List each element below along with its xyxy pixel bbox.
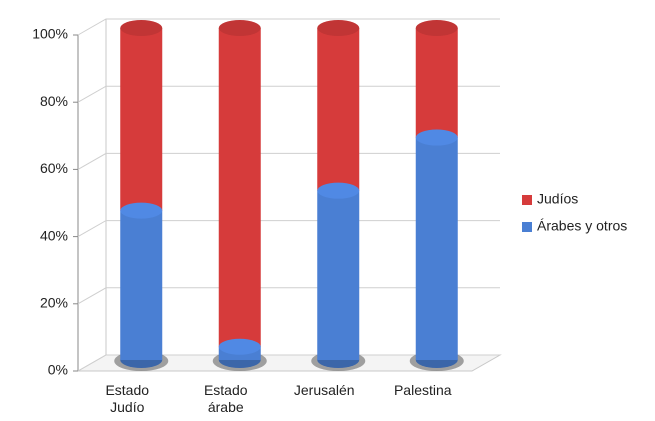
y-tick-label: 40% [40,227,68,243]
y-tick-label: 100% [32,26,68,42]
bar [415,28,458,138]
y-tick-label: 20% [40,295,68,311]
bar [415,137,458,360]
grid-line [77,287,500,305]
bar-top [218,338,261,355]
grid-line [77,152,500,170]
bar [120,210,163,360]
legend-label: Árabes y otros [537,218,627,234]
bar-top [218,20,261,36]
y-tick-label: 80% [40,93,68,109]
x-tick-label: Jerusalén [293,382,355,398]
grid-line [77,220,500,238]
bar-top [317,20,360,36]
legend-swatch [522,195,532,205]
x-tick-label: Palestina [393,382,452,398]
bar [120,28,163,211]
bar-top [317,182,360,199]
y-tick-label: 0% [48,362,68,378]
legend-label: Judíos [537,191,578,207]
grid-line [77,18,500,36]
legend-swatch [522,222,532,232]
bar [317,28,360,191]
x-tick-label: Estado árabe [203,382,248,415]
grid-line [77,354,500,372]
bar-top [120,202,163,219]
bar [218,28,261,347]
bar-top [415,129,458,146]
x-tick-label: Estado Judío [105,382,150,415]
bar-top [120,20,163,36]
y-tick-label: 60% [40,160,68,176]
bar [317,190,360,360]
grid-line [77,85,500,103]
bar-top [415,20,458,36]
